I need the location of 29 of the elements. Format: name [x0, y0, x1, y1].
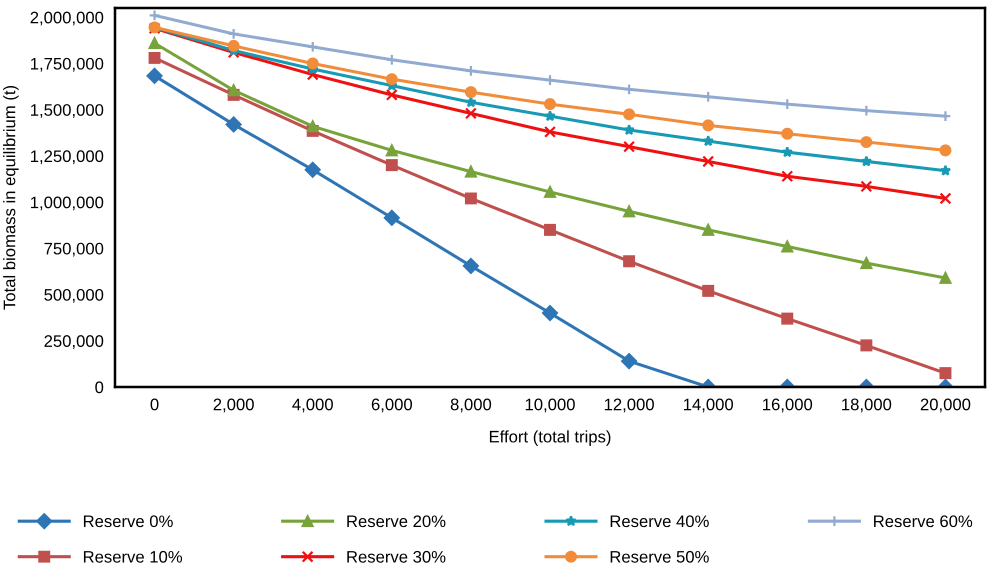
x-tick-label: 6,000 [372, 398, 412, 412]
x-tick-label: 18,000 [842, 398, 892, 412]
y-tick-label: 1,000,000 [31, 196, 104, 210]
x-tick-label: 8,000 [450, 398, 492, 412]
y-tick-label: 1,250,000 [31, 150, 104, 164]
legend-label: Reserve 20% [347, 515, 446, 528]
y-tick-label: 1,500,000 [31, 104, 104, 118]
legend-label: Reserve 50% [610, 550, 709, 563]
x-tick-label: 4,000 [292, 398, 333, 412]
legend-label: Reserve 0% [84, 515, 173, 528]
x-tick-label: 12,000 [604, 398, 654, 412]
x-axis-title: Effort (total trips) [490, 430, 610, 446]
x-tick-label: 10,000 [526, 398, 575, 412]
y-axis-title: Total biomass in equilibrium (t) [3, 86, 19, 310]
y-tick-label: 750,000 [44, 242, 104, 257]
x-tick-label: 0 [150, 398, 159, 410]
legend-label: Reserve 60% [874, 515, 972, 528]
x-tick-label: 20,000 [920, 398, 970, 412]
y-tick-label: 1,750,000 [31, 58, 104, 72]
legend-label: Reserve 30% [347, 550, 446, 563]
legend-label: Reserve 10% [84, 550, 182, 563]
x-tick-label: 14,000 [684, 398, 734, 412]
y-tick-label: 250,000 [44, 335, 104, 349]
x-tick-label: 16,000 [763, 398, 812, 412]
legend-label: Reserve 40% [610, 515, 709, 528]
y-tick-label: 500,000 [44, 288, 104, 303]
x-tick-label: 2,000 [214, 398, 254, 412]
y-tick-label: 2,000,000 [30, 12, 104, 26]
y-tick-label: 0 [95, 381, 104, 394]
